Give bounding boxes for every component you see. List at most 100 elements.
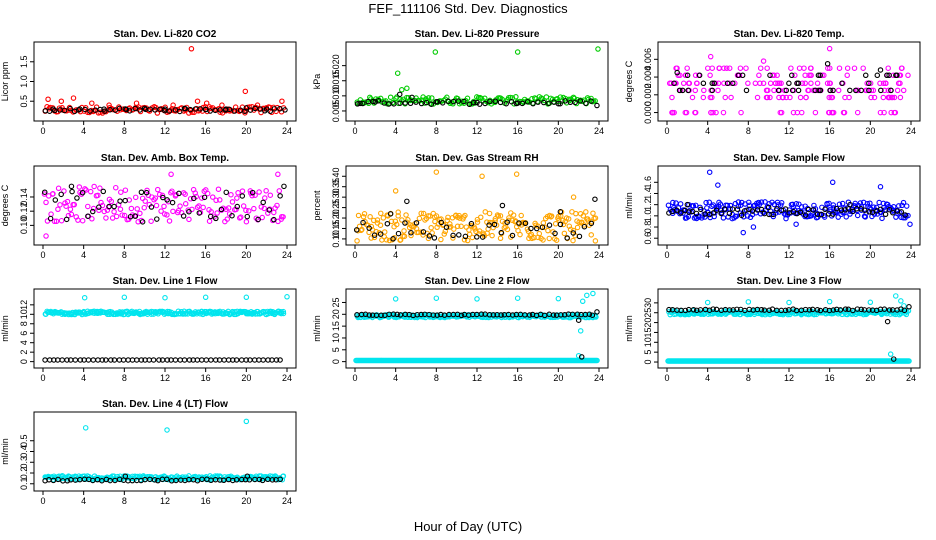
- data-point: [443, 224, 450, 230]
- data-point: [702, 214, 708, 220]
- data-point: [682, 109, 689, 116]
- data-point: [555, 295, 562, 302]
- data-point: [87, 188, 94, 195]
- data-point: [758, 306, 765, 313]
- y-tick-label: 5: [643, 350, 653, 355]
- x-tick-label: 20: [241, 250, 251, 260]
- data-point: [464, 237, 471, 244]
- data-point: [260, 357, 266, 363]
- data-point: [777, 109, 784, 116]
- data-point: [821, 72, 827, 79]
- data-point: [396, 91, 403, 98]
- data-point: [740, 229, 746, 236]
- data-point: [57, 202, 63, 208]
- data-point: [692, 202, 699, 209]
- data-point: [583, 100, 589, 107]
- panel-title: Stan. Dev. Li-820 Temp.: [734, 29, 845, 40]
- y-tick-label: 1.5: [19, 56, 29, 69]
- data-point: [878, 87, 884, 94]
- y-tick-label: 0.1: [19, 478, 29, 491]
- data-point: [275, 171, 281, 178]
- data-point: [75, 107, 82, 113]
- data-point: [839, 80, 845, 87]
- data-point: [787, 94, 793, 101]
- data-point: [709, 94, 715, 101]
- data-point: [397, 237, 404, 243]
- data-point: [886, 72, 892, 79]
- data-point: [249, 192, 255, 199]
- data-point: [277, 106, 283, 112]
- data-point: [905, 72, 911, 79]
- data-point: [162, 106, 168, 112]
- data-point: [896, 72, 903, 79]
- data-point: [812, 87, 818, 94]
- data-point: [851, 65, 858, 71]
- data-point: [844, 65, 851, 71]
- y-tick-label: 1.0: [643, 210, 653, 223]
- data-point: [862, 72, 869, 79]
- panel-title: Stan. Dev. Amb. Box Temp.: [101, 153, 229, 164]
- data-point: [162, 294, 168, 301]
- data-point: [886, 206, 893, 213]
- x-tick-label: 0: [664, 373, 669, 383]
- data-point: [879, 215, 885, 222]
- x-tick-label: 16: [201, 250, 211, 260]
- data-point: [479, 173, 485, 180]
- data-point: [85, 213, 91, 219]
- panel-title: Stan. Dev. Li-820 Pressure: [415, 29, 540, 40]
- x-tick-label: 20: [241, 373, 251, 383]
- data-point: [234, 195, 240, 201]
- data-point: [361, 211, 368, 217]
- data-point: [877, 67, 884, 73]
- data-point: [156, 191, 163, 198]
- data-point: [794, 80, 800, 87]
- data-point: [194, 98, 201, 104]
- data-point: [676, 87, 683, 94]
- data-point: [100, 188, 107, 195]
- data-point: [566, 223, 573, 229]
- data-point: [841, 109, 848, 116]
- data-point: [89, 216, 95, 222]
- y-tick-label: 0.006: [643, 48, 653, 71]
- data-point: [827, 65, 833, 71]
- data-point: [235, 190, 241, 196]
- y-tick-label: 1.2: [643, 198, 653, 211]
- data-point: [464, 95, 471, 102]
- data-point: [819, 72, 825, 79]
- data-point: [897, 94, 904, 101]
- y-axis-label: ml/min: [624, 315, 634, 342]
- data-point: [377, 222, 384, 228]
- data-point: [541, 99, 547, 106]
- data-point: [760, 58, 767, 64]
- x-tick-label: 0: [352, 250, 357, 260]
- data-point: [55, 185, 62, 192]
- y-tick-label: 30: [643, 298, 653, 308]
- panel-title: Stan. Dev. Line 4 (LT) Flow: [102, 399, 228, 410]
- y-tick-label: 5: [331, 347, 341, 352]
- data-point: [479, 234, 486, 240]
- x-tick-label: 4: [393, 126, 398, 136]
- data-point: [794, 210, 800, 217]
- data-point: [225, 205, 232, 211]
- x-tick-label: 8: [122, 250, 127, 260]
- x-tick-label: 24: [906, 126, 916, 136]
- data-point: [462, 233, 469, 240]
- data-point: [218, 206, 225, 213]
- data-point: [433, 99, 440, 105]
- data-point: [371, 232, 378, 238]
- data-point: [775, 80, 781, 87]
- data-point: [243, 105, 250, 111]
- data-point: [767, 72, 773, 79]
- data-point: [541, 224, 548, 231]
- points: [353, 169, 599, 244]
- data-point: [767, 80, 774, 87]
- data-point: [903, 203, 910, 209]
- data-point: [818, 211, 825, 218]
- data-point: [722, 94, 729, 101]
- data-point: [889, 94, 896, 101]
- data-point: [594, 102, 600, 109]
- data-point: [267, 192, 274, 198]
- data-point: [830, 211, 836, 217]
- data-point: [877, 80, 883, 87]
